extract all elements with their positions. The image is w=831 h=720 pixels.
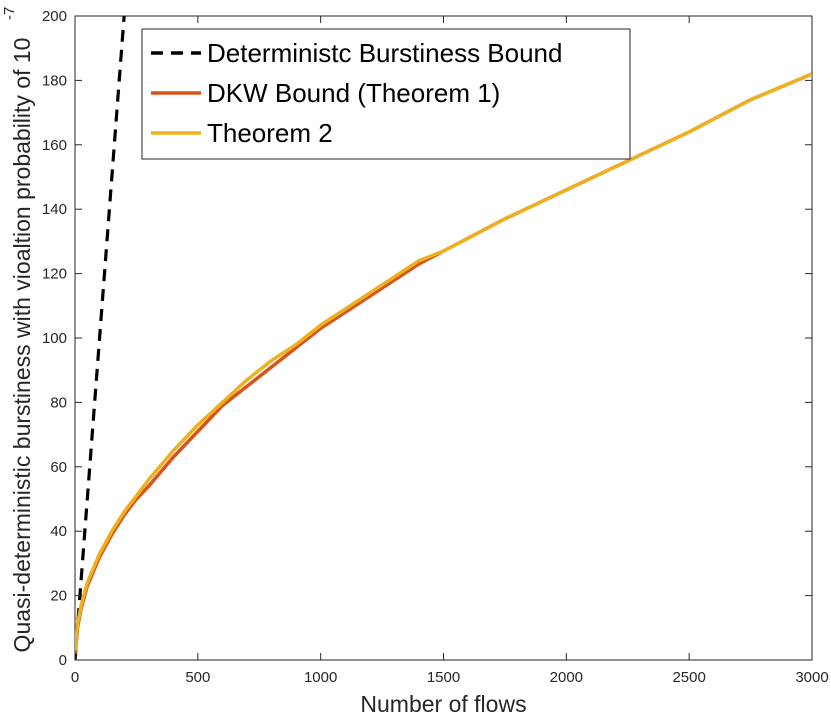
y-tick-label: 0 xyxy=(59,652,67,669)
x-tick-label: 1500 xyxy=(427,669,460,686)
series-line-theorem-2 xyxy=(75,72,812,651)
y-tick-label: 40 xyxy=(50,523,67,540)
x-tick-label: 3000 xyxy=(795,669,828,686)
x-tick-label: 0 xyxy=(71,669,79,686)
x-tick-label: 1000 xyxy=(304,669,337,686)
y-tick-label: 140 xyxy=(42,201,67,218)
y-tick-label: 120 xyxy=(42,266,67,283)
legend-entry-label: Theorem 2 xyxy=(207,118,333,148)
y-tick-label: 100 xyxy=(42,330,67,347)
y-tick-label: 160 xyxy=(42,137,67,154)
x-tick-label: 2000 xyxy=(550,669,583,686)
legend-box xyxy=(141,28,631,160)
legend-entry-label: Deterministc Burstiness Bound xyxy=(207,38,562,68)
legend-entry-label: DKW Bound (Theorem 1) xyxy=(207,78,500,108)
y-tick-label: 200 xyxy=(42,8,67,25)
series-layer xyxy=(75,16,812,660)
y-axis-label-group: Quasi-deterministic burstiness with vioa… xyxy=(1,7,35,653)
x-axis-label: Number of flows xyxy=(360,691,526,717)
x-tick-label: 2500 xyxy=(672,669,705,686)
y-tick-label: 60 xyxy=(50,459,67,476)
legend: Deterministc Burstiness Bound DKW Bound (… xyxy=(141,28,631,160)
tick-layer: 0 500 1000 1500 2000 2500 3000 0 20 40 60 80 100 120 1… xyxy=(42,8,829,686)
y-tick-label: 80 xyxy=(50,394,67,411)
x-tick-label: 500 xyxy=(185,669,210,686)
y-tick-label: 180 xyxy=(42,72,67,89)
y-tick-label: 20 xyxy=(50,588,67,605)
series-line-deterministc-burstiness-bound xyxy=(75,16,126,660)
y-axis-label: Quasi-deterministic burstiness with vioa… xyxy=(9,38,35,653)
y-axis-label-exponent: -7 xyxy=(1,7,18,20)
